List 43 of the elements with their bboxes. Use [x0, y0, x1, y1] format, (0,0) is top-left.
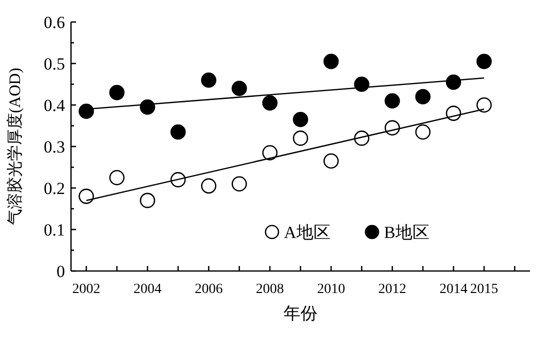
y-tick-label: 0.1 [44, 220, 65, 240]
y-axis-title: 气溶胶光学厚度(AOD) [6, 68, 24, 226]
point [201, 178, 216, 194]
point [232, 176, 247, 192]
y-tick-label: 0.5 [44, 54, 65, 74]
x-tick-label: 2008 [256, 282, 284, 297]
x-tick-label: 2014 [440, 282, 468, 297]
point [323, 153, 339, 169]
point [140, 192, 156, 208]
x-tick-label: 2010 [317, 282, 346, 297]
point [170, 124, 186, 140]
y-tick-label: 0.4 [44, 96, 66, 115]
point [78, 104, 94, 119]
y-tick-label: 0.3 [44, 137, 65, 156]
point [201, 72, 216, 88]
x-tick-label: 2015 [470, 282, 498, 297]
legend-label: B地区 [384, 222, 430, 242]
point [140, 99, 156, 115]
point [78, 188, 94, 204]
point [232, 80, 247, 96]
point [109, 170, 125, 186]
y-tick-label: 0 [56, 262, 65, 281]
point [323, 54, 339, 70]
point [476, 97, 492, 113]
legend-label: A地区 [284, 222, 330, 242]
point [292, 130, 308, 146]
y-tick-label: 0.2 [44, 178, 65, 198]
x-tick-label: 2002 [72, 282, 100, 297]
point [354, 76, 370, 92]
point [476, 54, 492, 70]
point [384, 93, 400, 108]
x-axis-title: 年份 [284, 304, 318, 323]
x-tick-label: 2006 [194, 282, 223, 297]
x-tick-label: 2012 [378, 282, 406, 297]
point [292, 112, 308, 128]
point [262, 145, 278, 160]
point [109, 84, 125, 100]
x-tick-label: 2004 [134, 282, 162, 297]
point [415, 89, 431, 104]
point [446, 74, 462, 90]
y-tick-label: 0.6 [44, 12, 65, 32]
point [262, 95, 278, 111]
point [415, 124, 431, 140]
